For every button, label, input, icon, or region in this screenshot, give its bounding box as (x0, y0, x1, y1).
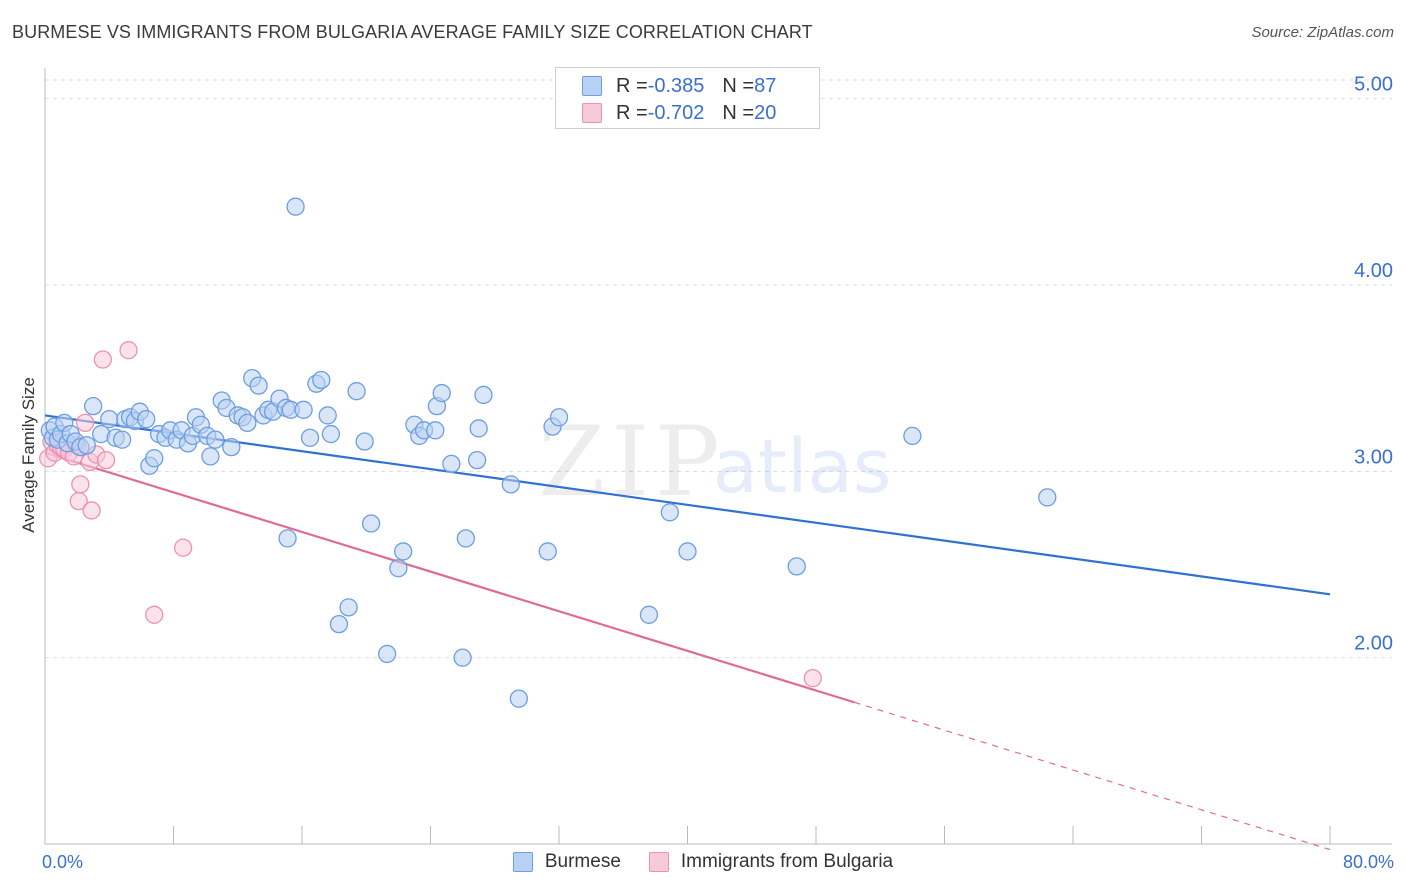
point-burmese (1038, 488, 1057, 507)
point-burmese (329, 614, 349, 634)
y-axis-label: Average Family Size (19, 377, 38, 533)
point-burmese (100, 409, 119, 429)
chart-title: BURMESE VS IMMIGRANTS FROM BULGARIA AVER… (12, 22, 813, 42)
legend-item-burmese[interactable]: Burmese (512, 851, 621, 873)
point-burmese (660, 503, 679, 522)
point-bulgaria (119, 341, 138, 360)
burmese-swatch (512, 852, 533, 872)
point-burmese (145, 449, 164, 468)
point-burmese (312, 370, 331, 390)
n-label: N = (722, 101, 755, 124)
n-value: 20 (754, 101, 777, 124)
point-burmese (467, 450, 487, 470)
grid-lines (45, 79, 1392, 659)
source-label: Source: ZipAtlas.com (1251, 24, 1394, 41)
watermark-zip: ZIP (538, 406, 725, 518)
point-burmese (787, 557, 806, 576)
point-bulgaria (145, 605, 164, 624)
point-burmese (339, 598, 358, 617)
point-burmese (469, 419, 488, 438)
r-label: R = (616, 101, 648, 124)
y-tick-labels: 2.00 3.00 4.00 5.00 (1354, 74, 1393, 655)
bulgaria-swatch (648, 852, 669, 872)
y-tick-label: 4.00 (1354, 260, 1393, 282)
r-value: -0.702 (647, 101, 705, 124)
point-burmese (112, 430, 132, 449)
point-burmese (394, 542, 413, 561)
point-burmese (903, 426, 922, 446)
point-burmese (456, 529, 475, 548)
point-burmese (549, 408, 569, 427)
point-burmese (509, 689, 528, 708)
point-burmese (501, 475, 520, 494)
point-burmese (318, 406, 337, 425)
point-burmese (361, 514, 381, 533)
y-tick-label: 2.00 (1354, 633, 1393, 655)
point-burmese (300, 428, 320, 447)
burmese-swatch (582, 76, 602, 96)
point-burmese (538, 542, 557, 561)
y-tick-label: 3.00 (1354, 446, 1393, 468)
n-label: N = (722, 74, 755, 97)
stats-legend-row-bulgaria: R = -0.702 N = 20 (582, 101, 776, 125)
point-bulgaria (803, 669, 822, 688)
point-burmese (206, 430, 225, 449)
point-burmese (238, 413, 257, 433)
point-burmese (137, 409, 156, 429)
point-burmese (426, 421, 445, 440)
series-burmese-points (40, 197, 1057, 708)
trend-line-bulgaria (44, 451, 855, 704)
n-value: 87 (754, 74, 777, 97)
point-burmese (84, 396, 103, 416)
trend-line-bulgaria-extrapolated (854, 701, 1331, 851)
x-tick-label-max: 80.0% (1342, 852, 1394, 872)
point-burmese (355, 432, 374, 451)
point-burmese (321, 424, 341, 444)
point-burmese (474, 385, 493, 405)
point-burmese (377, 644, 397, 664)
trend-line-burmese (44, 414, 1331, 596)
point-burmese (294, 400, 313, 419)
point-burmese (453, 648, 472, 667)
point-bulgaria (82, 501, 101, 520)
point-burmese (201, 447, 220, 466)
point-bulgaria (173, 538, 193, 557)
point-burmese (278, 529, 297, 548)
point-burmese (77, 436, 96, 455)
x-tick-label-min: 0.0% (42, 852, 84, 872)
bulgaria-swatch (582, 103, 602, 123)
point-bulgaria (71, 475, 90, 494)
legend-item-bulgaria[interactable]: Immigrants from Bulgaria (648, 851, 894, 873)
r-label: R = (616, 74, 648, 97)
stats-legend-row-burmese: R = -0.385 N = 87 (582, 74, 776, 98)
point-burmese (639, 605, 659, 624)
stats-legend: R = -0.385 N = 87 R = -0.702 N = 20 (555, 67, 820, 129)
r-value: -0.385 (647, 74, 705, 97)
y-tick-label: 5.00 (1354, 74, 1393, 96)
trend-lines (44, 414, 1331, 851)
point-burmese (286, 197, 305, 216)
point-burmese (249, 376, 268, 395)
point-burmese (678, 542, 697, 561)
legend-label-burmese: Burmese (544, 851, 621, 872)
point-bulgaria (96, 450, 116, 470)
series-legend: Burmese Immigrants from Bulgaria (0, 851, 1406, 873)
point-burmese (442, 454, 461, 474)
watermark-atlas: atlas (713, 424, 892, 510)
point-burmese (432, 383, 451, 403)
point-burmese (347, 382, 366, 401)
point-burmese (222, 437, 241, 457)
point-bulgaria (93, 350, 112, 369)
point-bulgaria (76, 413, 95, 433)
point-burmese (389, 559, 408, 578)
legend-label-bulgaria: Immigrants from Bulgaria (680, 851, 894, 872)
